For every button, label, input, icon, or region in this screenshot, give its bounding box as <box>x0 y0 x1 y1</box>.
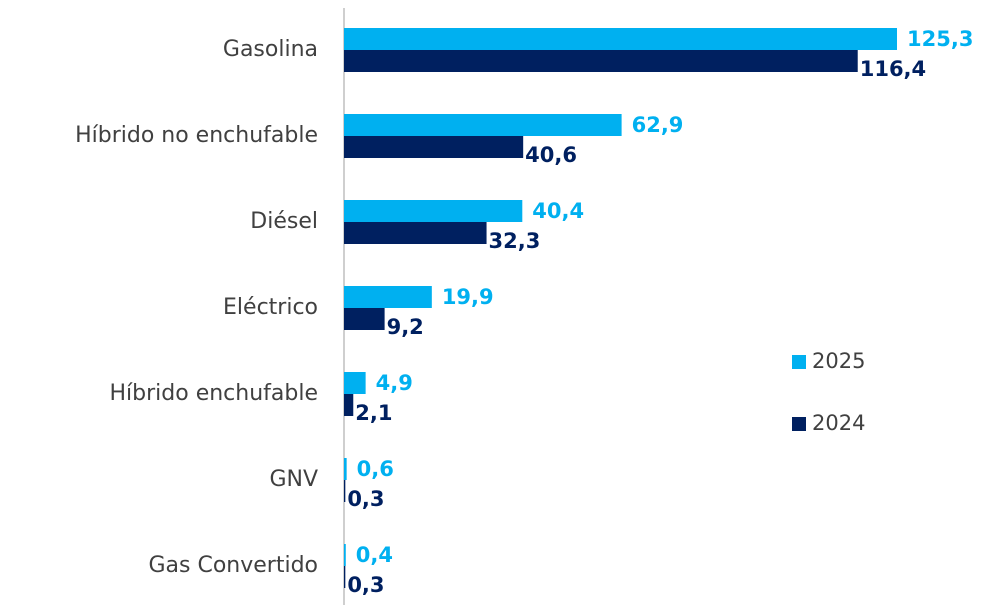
bar <box>344 28 897 50</box>
bar <box>344 200 523 222</box>
legend-label: 2025 <box>812 349 865 373</box>
bar <box>344 222 487 244</box>
value-label: 32,3 <box>489 229 541 253</box>
bar <box>344 544 346 566</box>
value-label: 0,4 <box>356 543 393 567</box>
value-label: 4,9 <box>376 371 413 395</box>
category-label: Gasolina <box>223 37 318 62</box>
value-label: 19,9 <box>442 285 494 309</box>
bar <box>344 286 432 308</box>
value-label: 40,6 <box>525 143 577 167</box>
legend-swatch <box>792 355 806 369</box>
bar <box>344 566 346 588</box>
bar <box>344 50 858 72</box>
legend-label: 2024 <box>812 411 865 435</box>
value-label: 2,1 <box>355 401 392 425</box>
bar <box>344 480 346 502</box>
value-label: 0,3 <box>347 573 384 597</box>
value-label: 125,3 <box>907 27 973 51</box>
bar <box>344 308 385 330</box>
value-label: 9,2 <box>387 315 424 339</box>
value-label: 40,4 <box>532 199 584 223</box>
bar <box>344 394 354 416</box>
value-label: 116,4 <box>860 57 926 81</box>
value-label: 0,3 <box>347 487 384 511</box>
category-label: Gas Convertido <box>148 553 318 578</box>
bar <box>344 458 347 480</box>
category-label: Híbrido no enchufable <box>75 123 318 148</box>
category-label: GNV <box>269 467 318 492</box>
bar <box>344 136 524 158</box>
category-label: Eléctrico <box>223 295 318 320</box>
bar <box>344 372 366 394</box>
legend-swatch <box>792 417 806 431</box>
value-label: 62,9 <box>632 113 684 137</box>
bar <box>344 114 622 136</box>
value-label: 0,6 <box>357 457 394 481</box>
category-label: Diésel <box>250 209 318 234</box>
category-label: Híbrido enchufable <box>110 381 319 406</box>
